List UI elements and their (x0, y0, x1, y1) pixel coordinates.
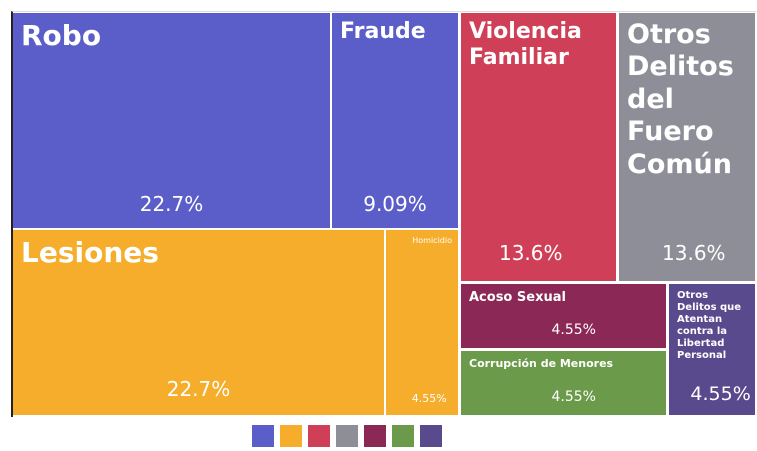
cell-label: Acoso Sexual (469, 290, 566, 305)
frame (11, 11, 756, 417)
icon[interactable] (252, 425, 274, 447)
value-label: 13.6% (662, 241, 726, 265)
value-label: 22.7% (139, 192, 204, 216)
value-label: 4.55% (690, 383, 751, 405)
treemap-cell: Corrupción de Menores 4.55% (461, 351, 666, 415)
icon[interactable] (336, 425, 358, 447)
icon[interactable] (280, 425, 302, 447)
cell-label: Homicidio (412, 236, 452, 245)
cell-label: Fraude (340, 19, 426, 44)
treemap-cell: Robo 22.7% (13, 13, 330, 228)
treemap-cell: Fraude 9.09% (332, 13, 458, 228)
value-label: 13.6% (498, 241, 563, 265)
icon[interactable] (420, 425, 442, 447)
treemap-cell: Acoso Sexual 4.55% (461, 284, 666, 348)
cell-label: Otros Delitos que Atentan contra la Libe… (677, 290, 742, 361)
icon[interactable] (392, 425, 414, 447)
value-label: 9.09% (363, 192, 427, 216)
icon[interactable] (308, 425, 330, 447)
treemap-cell: Violencia Familiar 13.6% (461, 13, 616, 281)
value-label: 4.55% (411, 392, 447, 405)
cell-label: Violencia Familiar (469, 19, 582, 71)
value-label: 4.55% (551, 322, 596, 338)
value-label: 22.7% (166, 377, 231, 401)
icon[interactable] (364, 425, 386, 447)
treemap-cell: Lesiones 22.7% (13, 230, 384, 415)
cell-label: Robo (21, 19, 102, 52)
value-label: 4.55% (551, 389, 596, 405)
icon-bar (252, 425, 442, 447)
treemap-cell: Otros Delitos que Atentan contra la Libe… (669, 284, 755, 415)
cell-label: Corrupción de Menores (469, 357, 614, 370)
cell-label: Lesiones (21, 236, 159, 269)
cell-label: Otros Delitos del Fuero Común (627, 19, 734, 180)
treemap-cell: Homicidio 4.55% (386, 230, 458, 415)
treemap-cell: Otros Delitos del Fuero Común 13.6% (619, 13, 755, 281)
